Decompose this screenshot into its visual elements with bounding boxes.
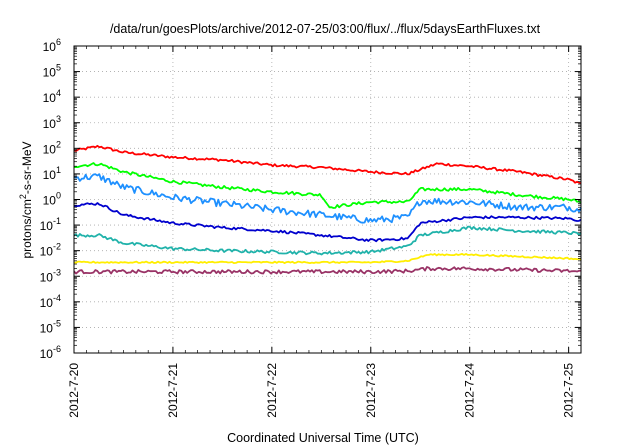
y-tick-base: 10 — [40, 270, 54, 284]
y-tick-base: 10 — [43, 117, 57, 131]
y-tick-base: 10 — [43, 66, 57, 80]
series-line-7 — [73, 266, 582, 275]
y-tick-label: 105 — [43, 63, 61, 80]
y-tick-exponent: -6 — [53, 344, 61, 354]
y-tick-exponent: -4 — [53, 293, 61, 303]
y-tick-exponent: 4 — [56, 88, 61, 98]
y-tick-base: 10 — [40, 347, 54, 361]
x-tick-label: 2012-7-23 — [364, 363, 378, 418]
y-tick-exponent: -2 — [53, 242, 61, 252]
y-tick-label: 10-2 — [40, 242, 61, 259]
y-tick-exponent: -1 — [53, 216, 61, 226]
grid-lines — [74, 46, 581, 353]
y-tick-label: 101 — [43, 165, 61, 182]
y-tick-base: 10 — [43, 142, 57, 156]
y-tick-exponent: 1 — [56, 165, 61, 175]
x-axis-ticks: 2012-7-20 2012-7-21 2012-7-22 2012-7-23 2012… — [67, 46, 582, 418]
y-tick-exponent: -3 — [53, 267, 61, 277]
series-line-1 — [73, 144, 582, 185]
y-tick-exponent: 5 — [56, 63, 61, 73]
y-tick-base: 10 — [40, 219, 54, 233]
y-tick-label: 103 — [43, 114, 61, 131]
y-tick-base: 10 — [43, 40, 57, 54]
y-tick-exponent: 6 — [56, 37, 61, 47]
y-tick-label: 10-4 — [40, 293, 61, 310]
y-axis-ticks: 10-610-510-410-310-210-11001011021031041… — [40, 37, 581, 361]
y-tick-label: 10-5 — [40, 318, 61, 335]
y-axis-label-base: protons/cm — [20, 199, 34, 258]
x-axis-label: Coordinated Universal Time (UTC) — [227, 431, 419, 445]
y-tick-label: 102 — [43, 139, 61, 156]
x-tick-label: 2012-7-25 — [562, 363, 576, 418]
x-tick-label: 2012-7-20 — [67, 363, 81, 418]
y-tick-base: 10 — [43, 91, 57, 105]
y-axis-label-rest: -s-sr-MeV — [20, 141, 34, 194]
y-tick-label: 10-6 — [40, 344, 61, 361]
series-lines — [73, 144, 582, 275]
series-line-6 — [73, 252, 582, 265]
y-tick-base: 10 — [40, 245, 54, 259]
y-tick-label: 104 — [43, 88, 61, 105]
series-line-2 — [74, 162, 582, 209]
y-tick-label: 106 — [43, 37, 61, 54]
series-line-5 — [73, 225, 582, 256]
x-tick-label: 2012-7-22 — [265, 363, 279, 418]
y-tick-exponent: 3 — [56, 114, 61, 124]
x-tick-label: 2012-7-21 — [166, 363, 180, 418]
chart-title: /data/run/goesPlots/archive/2012-07-25/0… — [110, 22, 541, 36]
y-axis-label: protons/cm2-s-sr-MeV — [18, 141, 34, 258]
y-tick-base: 10 — [40, 321, 54, 335]
y-tick-exponent: 0 — [56, 191, 61, 201]
y-tick-label: 100 — [43, 191, 61, 208]
y-tick-exponent: -5 — [53, 318, 61, 328]
y-axis-label-sup: 2 — [18, 194, 28, 199]
y-tick-base: 10 — [43, 168, 57, 182]
series-line-3 — [73, 173, 582, 224]
y-tick-label: 10-1 — [40, 216, 61, 233]
x-tick-label: 2012-7-24 — [463, 363, 477, 418]
series-line-4 — [73, 202, 582, 243]
y-tick-base: 10 — [43, 194, 57, 208]
y-tick-exponent: 2 — [56, 139, 61, 149]
y-tick-label: 10-3 — [40, 267, 61, 284]
y-tick-base: 10 — [40, 296, 54, 310]
